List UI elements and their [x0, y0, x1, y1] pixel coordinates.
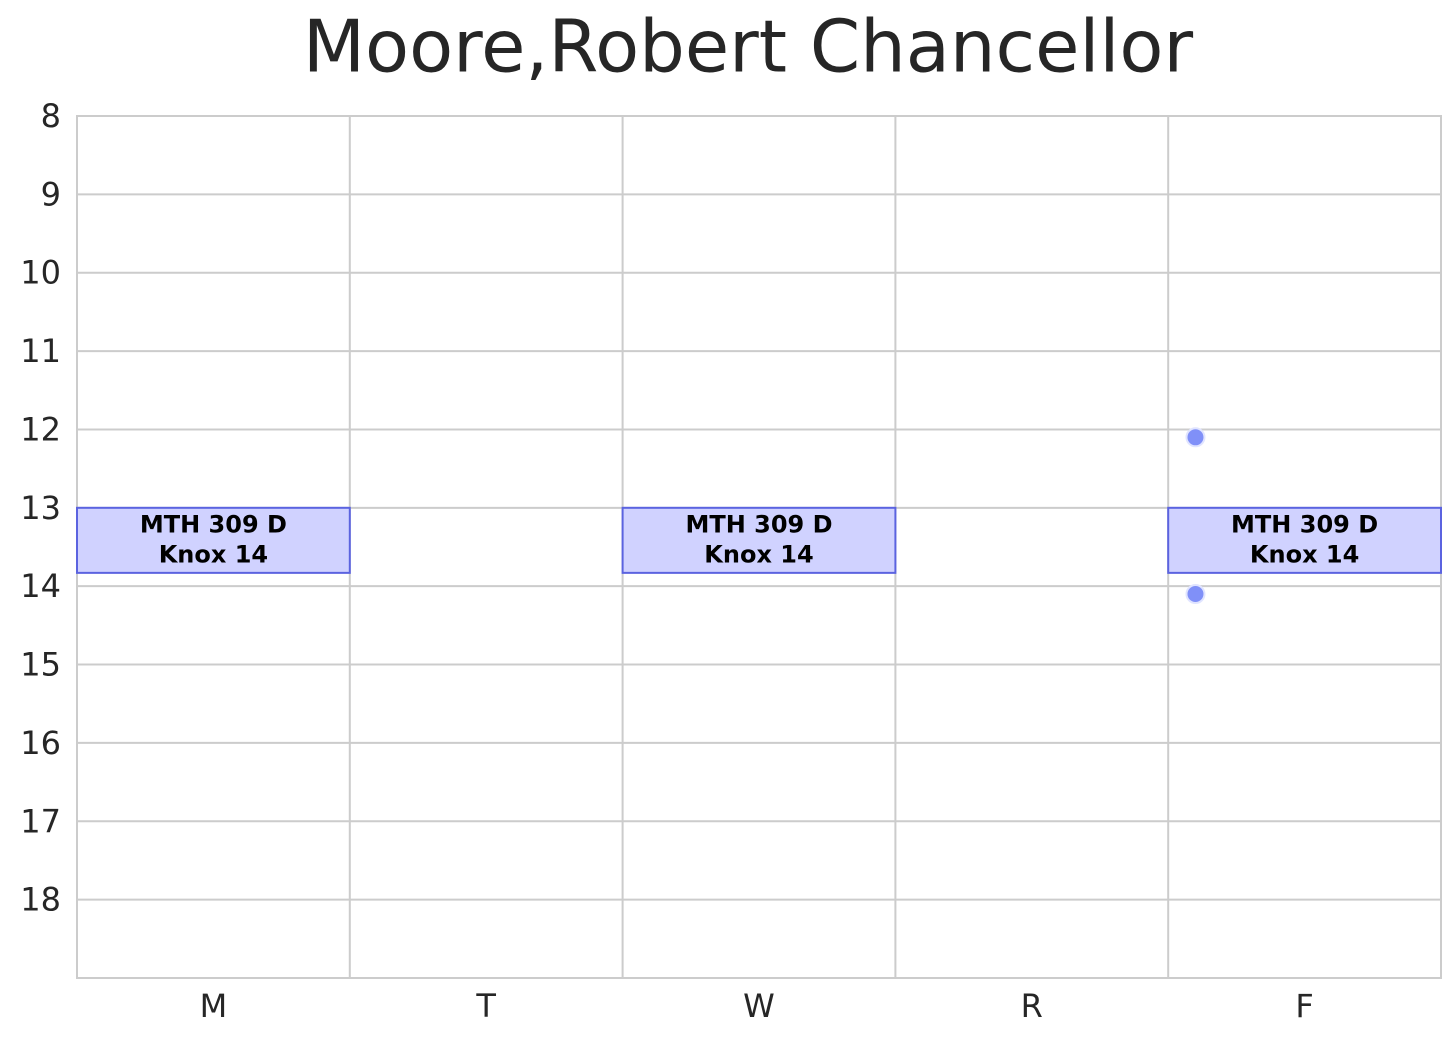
event-block [76, 506, 351, 574]
event-block [1167, 506, 1442, 574]
event-label: Knox 14 [704, 540, 813, 568]
event-label: MTH 309 D [1231, 510, 1378, 538]
event-label: Knox 14 [159, 540, 268, 568]
y-tick-label: 11 [20, 332, 61, 370]
event-block [621, 506, 897, 574]
y-tick-label: 16 [20, 724, 61, 762]
point [1185, 584, 1206, 605]
x-tick-label: T [475, 987, 496, 1025]
event-label: Knox 14 [1250, 540, 1359, 568]
x-tick-label: M [200, 987, 228, 1025]
x-tick-label: W [743, 987, 775, 1025]
chart-title: Moore,Robert Chancellor [303, 5, 1194, 89]
y-tick-label: 14 [20, 567, 61, 605]
y-tick-label: 12 [20, 410, 61, 448]
event-label: MTH 309 D [140, 510, 287, 538]
x-tick-label: F [1295, 987, 1313, 1025]
point [1185, 427, 1206, 448]
y-tick-label: 8 [41, 97, 61, 135]
y-tick-label: 13 [20, 489, 61, 527]
y-tick-label: 18 [20, 881, 61, 919]
y-tick-label: 17 [20, 802, 61, 840]
event-label: MTH 309 D [685, 510, 832, 538]
y-tick-label: 9 [41, 175, 61, 213]
x-tick-label: R [1021, 987, 1043, 1025]
y-tick-label: 10 [20, 254, 61, 292]
y-tick-label: 15 [20, 646, 61, 684]
